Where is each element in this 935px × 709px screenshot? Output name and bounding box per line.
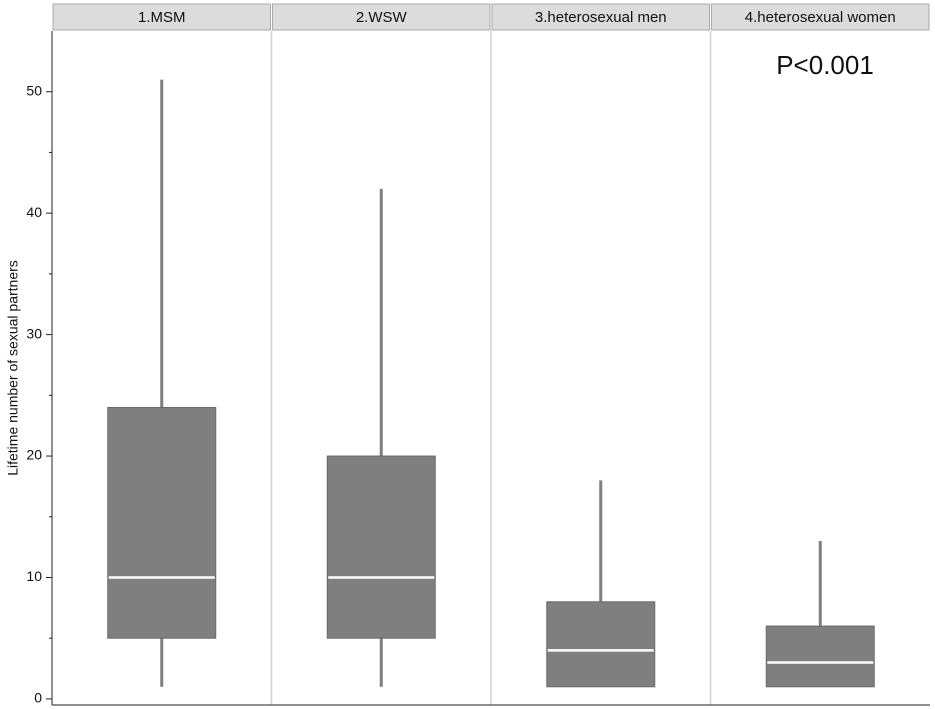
y-tick-label: 0 <box>34 690 42 706</box>
plot: 1.MSM 2.WSW 3.heterosexual men 4.heterosexu… <box>26 3 930 706</box>
y-tick-label: 40 <box>26 204 42 220</box>
strip-header <box>491 3 710 31</box>
annotation: P<0.001 <box>776 50 874 80</box>
strip-label: 2.WSW <box>356 9 408 26</box>
strip-label: 1.MSM <box>138 9 186 26</box>
y-tick-label: 10 <box>26 568 42 584</box>
strip-label: 3.heterosexual men <box>535 9 667 26</box>
y-tick-label: 20 <box>26 447 42 463</box>
y-axis-label: Lifetime number of sexual partners <box>5 260 21 476</box>
box <box>765 625 875 688</box>
strip-label: 4.heterosexual women <box>745 9 896 26</box>
box <box>107 406 217 639</box>
strip-header <box>711 3 930 31</box>
box <box>326 455 436 639</box>
y-tick-label: 50 <box>26 82 42 98</box>
box <box>546 601 656 688</box>
y-tick-label: 30 <box>26 325 42 341</box>
strip-header <box>52 3 271 31</box>
strip-header <box>272 3 491 31</box>
